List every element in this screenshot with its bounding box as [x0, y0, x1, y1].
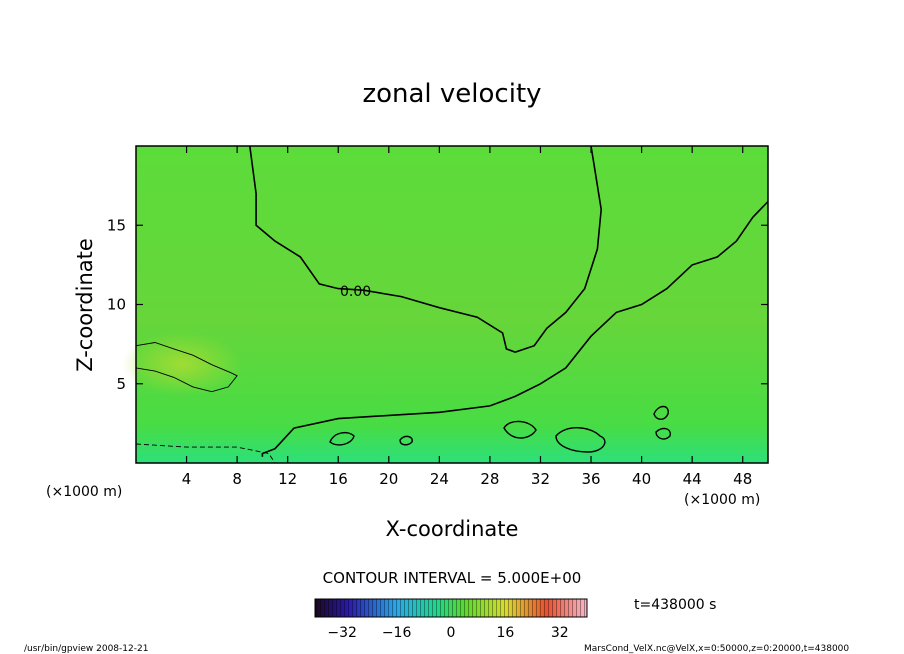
x-unit-left: (×1000 m)	[46, 484, 122, 500]
x-axis-label: X-coordinate	[386, 517, 519, 541]
colorbar-ticks: −32 −16 0 16 32	[327, 625, 568, 641]
x-tick-label: 36	[581, 470, 600, 488]
footer-left: /usr/bin/gpview 2008-12-21	[24, 644, 148, 654]
x-tick-label: 48	[733, 470, 752, 488]
x-tick-label: 12	[278, 470, 297, 488]
footer-right: MarsCond_VelX.nc@VelX,x=0:50000,z=0:2000…	[584, 644, 849, 654]
y-axis-ticks	[136, 224, 768, 385]
positive-contour	[135, 342, 238, 393]
contour-label: 0.00	[340, 284, 371, 300]
bottom-eddies	[329, 405, 671, 453]
x-tick-label: 20	[379, 470, 398, 488]
contour-interval: CONTOUR INTERVAL = 5.000E+00	[323, 569, 582, 587]
x-tick-label: 40	[632, 470, 651, 488]
x-tick-labels: 4 8 12 16 20 24 28 32 36 40 44 48	[182, 470, 752, 488]
y-tick-label: 10	[107, 296, 126, 314]
colorbar-tick-label: 0	[447, 625, 456, 641]
x-unit-right: (×1000 m)	[684, 492, 760, 508]
y-tick-label: 5	[116, 375, 126, 393]
x-tick-label: 32	[531, 470, 550, 488]
zero-contour-lower	[261, 200, 769, 457]
x-tick-label: 24	[430, 470, 449, 488]
negative-contour	[135, 443, 276, 464]
chart-title: zonal velocity	[362, 79, 541, 109]
y-axis-label: Z-coordinate	[73, 238, 97, 372]
x-tick-label: 28	[480, 470, 499, 488]
x-tick-label: 8	[232, 470, 242, 488]
x-tick-label: 16	[329, 470, 348, 488]
x-axis-ticks	[185, 146, 744, 463]
positive-anomaly	[122, 332, 242, 396]
colorbar-tick-label: 16	[496, 625, 514, 641]
plot-field	[136, 146, 768, 463]
x-tick-label: 4	[182, 470, 192, 488]
colorbar-frame	[314, 598, 588, 618]
colorbar-tick-label: 32	[551, 625, 569, 641]
zero-contour-upper	[249, 145, 603, 353]
time-stamp: t=438000 s	[634, 597, 716, 613]
colorbar-tick-label: −32	[327, 625, 357, 641]
y-tick-labels: 5 10 15	[107, 216, 126, 393]
colorbar-tick-label: −16	[382, 625, 412, 641]
colorbar-stripes	[315, 599, 587, 617]
x-tick-label: 44	[683, 470, 702, 488]
y-tick-label: 15	[107, 216, 126, 234]
